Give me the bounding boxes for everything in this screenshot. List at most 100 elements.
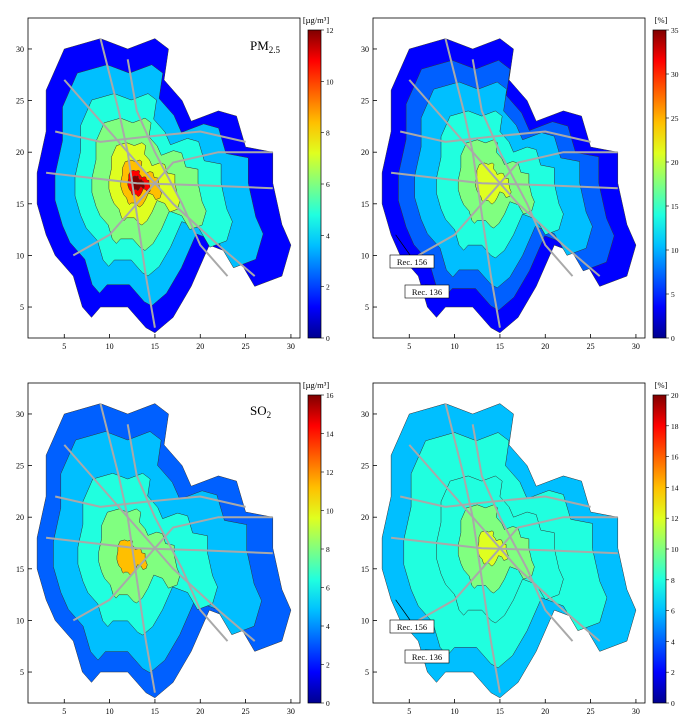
y-tick-label: 30 [361, 410, 369, 419]
x-tick-label: 10 [451, 707, 459, 715]
x-tick-label: 15 [496, 707, 504, 715]
y-tick-label: 15 [16, 565, 24, 574]
y-tick-label: 25 [361, 462, 369, 471]
road-line [54, 130, 246, 143]
colorbar-tick-label: 10 [326, 77, 334, 86]
colorbar-tick-label: 18 [671, 422, 679, 431]
road-line [72, 516, 273, 622]
colorbar-tick-label: 14 [326, 430, 334, 439]
colorbar-tick-label: 6 [326, 180, 330, 189]
map-panel-pm25-percent: 5 10 15 20 25 30 5 10 15 20 25 30 Rec. 156 Rec. 136 0 5… [345, 0, 685, 355]
road-line [126, 424, 229, 642]
colorbar-tick-label: 12 [671, 514, 679, 523]
map-panel-pm25: 5 10 15 20 25 30 5 10 15 20 25 30 PM2.5 0 2 4 6 8 10 12 [µg/… [0, 0, 340, 355]
y-tick-label: 10 [361, 616, 369, 625]
x-tick-label: 10 [106, 707, 114, 715]
colorbar-tick-label: 15 [671, 202, 679, 211]
map-svg: 5 10 15 20 25 30 5 10 15 20 25 30 Rec. 156 Rec. 136 0 5… [361, 15, 679, 351]
y-tick-label: 15 [361, 565, 369, 574]
road-line [45, 171, 273, 190]
y-tick-label: 20 [361, 513, 369, 522]
road-line [72, 151, 273, 257]
receptor-callout: Rec. 156 [389, 599, 435, 634]
y-tick-label: 10 [16, 616, 24, 625]
colorbar-tick-label: 2 [671, 668, 675, 677]
y-tick-label: 20 [16, 513, 24, 522]
map-svg: 5 10 15 20 25 30 5 10 15 20 25 30 PM2.5 0 2 4 6 8 10 12[µg/… [16, 15, 334, 351]
x-tick-label: 20 [196, 707, 204, 715]
colorbar [652, 394, 667, 704]
x-tick-label: 5 [407, 707, 411, 715]
x-tick-label: 15 [151, 342, 159, 350]
colorbar-tick-label: 10 [671, 545, 679, 554]
colorbar-tick-label: 16 [326, 391, 334, 400]
road-line [417, 516, 618, 622]
colorbar-tick-label: 35 [671, 26, 679, 35]
receptor-callout: Rec. 136 [404, 284, 450, 299]
road-line [471, 59, 574, 277]
y-tick-label: 30 [361, 45, 369, 54]
x-tick-label: 20 [541, 707, 549, 715]
colorbar-tick-label: 14 [671, 483, 679, 492]
colorbar-tick-label: 2 [326, 283, 330, 292]
colorbar-tick-label: 12 [326, 26, 334, 35]
colorbar [307, 394, 322, 704]
colorbar-tick-label: 6 [326, 584, 330, 593]
x-tick-label: 20 [541, 342, 549, 350]
svg-text:Rec. 136: Rec. 136 [412, 652, 442, 662]
x-tick-label: 25 [242, 342, 250, 350]
map-panel-so2-percent: 5 10 15 20 25 30 5 10 15 20 25 30 Rec. 156 Rec. 136 0 2… [345, 365, 685, 720]
road-line [471, 424, 574, 642]
colorbar-tick-label: 20 [671, 158, 679, 167]
road-line [390, 536, 618, 555]
map-panel-so2: 5 10 15 20 25 30 5 10 15 20 25 30 SO2 0 2 4 6 8 10 12 14 16 [µ… [0, 365, 340, 720]
colorbar-tick-label: 8 [326, 129, 330, 138]
road-line [126, 59, 229, 277]
road-line [417, 151, 618, 257]
y-tick-label: 25 [16, 462, 24, 471]
x-tick-label: 5 [62, 342, 66, 350]
y-tick-label: 5 [20, 668, 24, 677]
receptor-callout: Rec. 136 [404, 649, 450, 664]
svg-text:Rec. 156: Rec. 156 [397, 257, 427, 267]
colorbar-unit-label: [%] [655, 15, 668, 25]
y-tick-label: 30 [16, 45, 24, 54]
y-tick-label: 5 [20, 303, 24, 312]
road-line [54, 495, 246, 508]
colorbar-unit-label: [µg/m³] [303, 380, 329, 390]
road-line [45, 536, 273, 555]
colorbar-tick-label: 4 [326, 622, 330, 631]
colorbar-tick-label: 4 [671, 637, 675, 646]
x-tick-label: 25 [242, 707, 250, 715]
x-tick-label: 15 [496, 342, 504, 350]
x-tick-label: 30 [632, 707, 640, 715]
colorbar-tick-label: 2 [326, 661, 330, 670]
x-tick-label: 5 [407, 342, 411, 350]
colorbar-tick-label: 10 [326, 507, 334, 516]
x-tick-label: 15 [151, 707, 159, 715]
map-svg: 5 10 15 20 25 30 5 10 15 20 25 30 Rec. 156 Rec. 136 0 2… [361, 380, 679, 716]
y-tick-label: 15 [361, 200, 369, 209]
colorbar-tick-label: 6 [671, 607, 675, 616]
road-line [399, 495, 591, 508]
colorbar-tick-label: 0 [326, 334, 330, 343]
colorbar-tick-label: 30 [671, 70, 679, 79]
colorbar-tick-label: 0 [671, 699, 675, 708]
y-tick-label: 15 [16, 200, 24, 209]
colorbar-tick-label: 8 [671, 576, 675, 585]
y-tick-label: 25 [16, 97, 24, 106]
pollutant-label: PM2.5 [250, 38, 281, 55]
colorbar-tick-label: 5 [671, 290, 675, 299]
map-svg: 5 10 15 20 25 30 5 10 15 20 25 30 SO2 0 2 4 6 8 10 12 14 16[µ… [16, 380, 334, 716]
y-tick-label: 5 [365, 303, 369, 312]
svg-text:Rec. 136: Rec. 136 [412, 287, 442, 297]
y-tick-label: 30 [16, 410, 24, 419]
colorbar-unit-label: [%] [655, 380, 668, 390]
x-tick-label: 20 [196, 342, 204, 350]
x-tick-label: 30 [632, 342, 640, 350]
svg-text:Rec. 156: Rec. 156 [397, 622, 427, 632]
x-tick-label: 30 [287, 342, 295, 350]
road-line [444, 38, 501, 328]
y-tick-label: 5 [365, 668, 369, 677]
colorbar [652, 29, 667, 339]
